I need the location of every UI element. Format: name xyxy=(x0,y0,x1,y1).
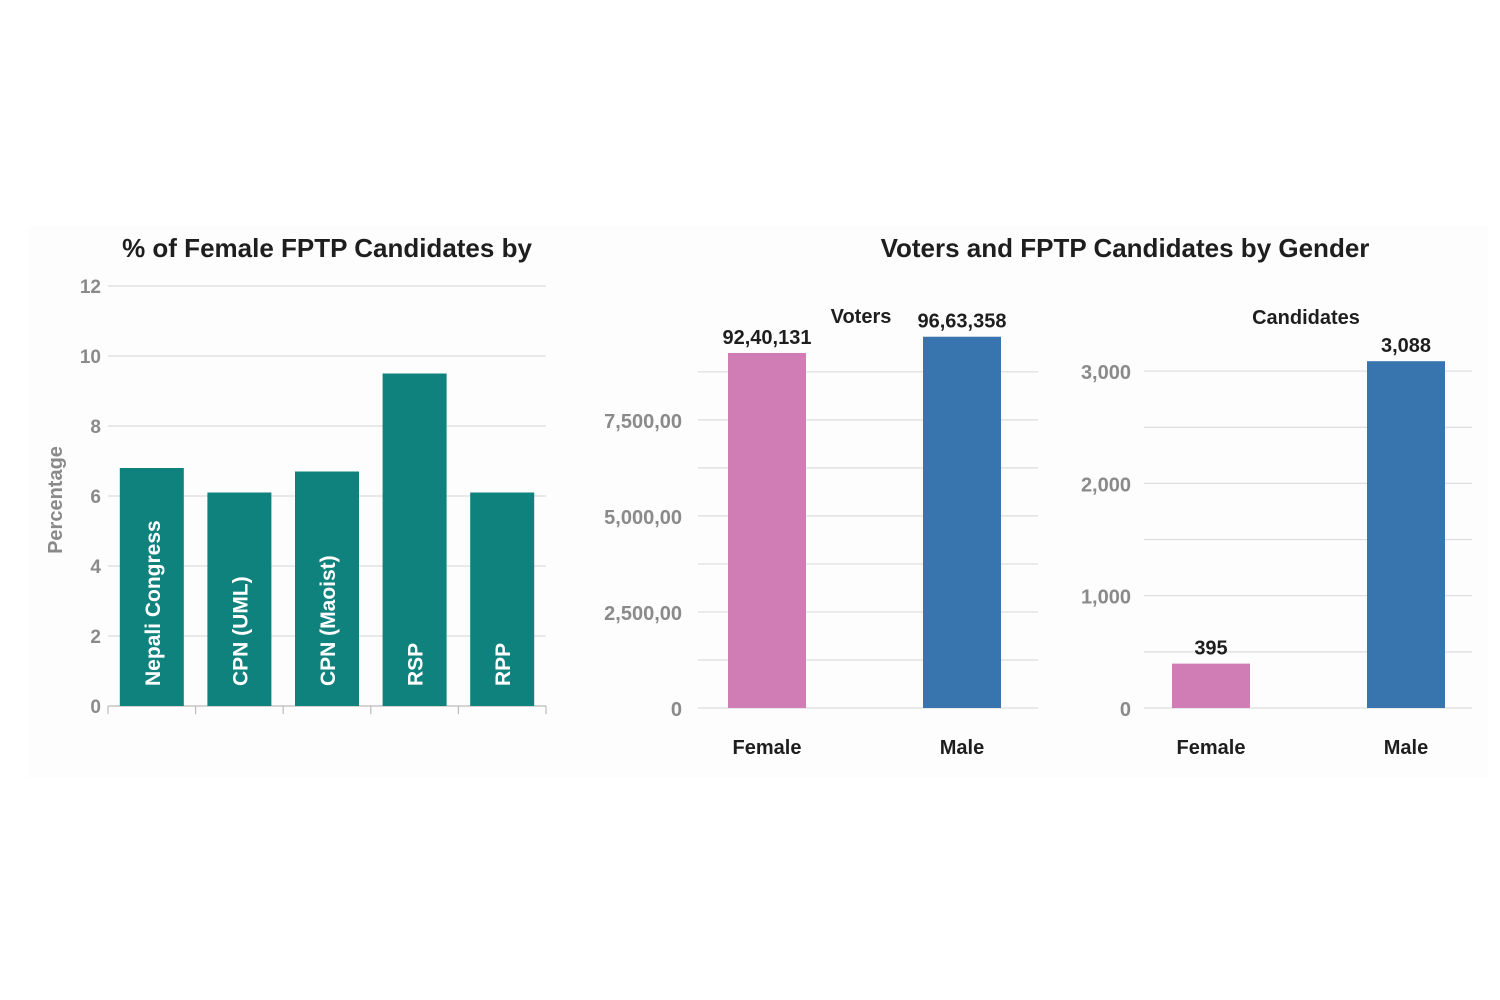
chart3-value-label: 395 xyxy=(1194,638,1227,660)
chart3-subtitle: Candidates xyxy=(1252,307,1360,329)
chart1-y-tick-label: 2 xyxy=(90,627,101,648)
chart2-y-tick-label: 0 xyxy=(671,699,682,721)
chart3-value-label: 3,088 xyxy=(1381,335,1431,357)
chart1-y-tick-label: 6 xyxy=(90,487,101,508)
chart1-y-tick-label: 0 xyxy=(90,697,101,718)
chart1-y-axis-label: Percentage xyxy=(45,446,67,554)
chart2-subtitle: Voters xyxy=(831,306,892,328)
chart3-y-tick-label: 3,000 xyxy=(1081,362,1131,384)
chart2-x-tick-label: Female xyxy=(733,737,802,759)
chart2-y-tick-label: 2,500,00 xyxy=(604,603,682,625)
chart1-plot: 0 2 4 6 8 10 12 Nepali Congress CPN (UML) CPN (Ma… xyxy=(80,277,547,718)
chart1-title: % of Female FPTP Candidates by xyxy=(122,233,532,263)
chart1-bar xyxy=(382,373,447,706)
chart3-y-tick-label: 2,000 xyxy=(1081,474,1131,496)
chart2-y-tick-label: 7,500,00 xyxy=(604,411,682,433)
chart1-bar xyxy=(295,471,359,706)
chart2-y-tick-label: 5,000,00 xyxy=(604,507,682,529)
chart2-bar-male xyxy=(923,336,1001,708)
chart2-x-tick-label: Male xyxy=(940,737,984,759)
chart2-bar-female xyxy=(728,352,806,708)
chart2-plot: 0 2,500,00 5,000,00 7,500,00 92,40,131 Female… xyxy=(604,311,1038,759)
chart2-value-label: 96,63,358 xyxy=(918,311,1007,333)
chart1-bar-label: CPN (UML) xyxy=(229,576,252,686)
chart1-y-tick-label: 10 xyxy=(80,347,101,368)
chart1-bar xyxy=(470,492,535,706)
chart1-y-tick-label: 4 xyxy=(90,557,101,578)
chart1-bar xyxy=(119,468,184,706)
chart2-value-label: 92,40,131 xyxy=(723,327,812,349)
chart3-y-tick-label: 1,000 xyxy=(1081,587,1131,609)
chart3-bar-female xyxy=(1172,663,1250,708)
chart1-y-tick-label: 12 xyxy=(80,277,101,298)
chart3-plot: 0 1,000 2,000 3,000 395 Female 3,088 Male xyxy=(1081,335,1472,759)
chart1-bar-label: CPN (Maoist) xyxy=(317,555,340,686)
chart1-bar xyxy=(207,492,272,706)
chart2-title: Voters and FPTP Candidates by Gender xyxy=(881,233,1370,263)
chart3-bar-male xyxy=(1367,361,1445,708)
chart3-x-tick-label: Male xyxy=(1384,737,1428,759)
chart3-y-tick-label: 0 xyxy=(1120,699,1131,721)
chart1-y-tick-label: 8 xyxy=(90,417,101,438)
chart1-bar-label: RSP xyxy=(405,643,428,686)
chart1-bar-label: Nepali Congress xyxy=(142,520,165,686)
chart3-x-tick-label: Female xyxy=(1177,737,1246,759)
chart1-bar-label: RPP xyxy=(492,643,515,686)
